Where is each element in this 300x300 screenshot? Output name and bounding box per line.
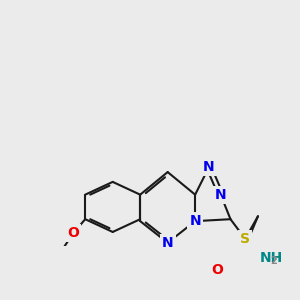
- Text: O: O: [211, 263, 223, 277]
- Text: O: O: [68, 226, 80, 240]
- Text: 2: 2: [271, 256, 277, 266]
- Text: S: S: [240, 232, 250, 246]
- Text: N: N: [215, 188, 226, 202]
- Text: NH: NH: [260, 251, 283, 266]
- Text: N: N: [162, 236, 173, 250]
- Text: N: N: [189, 214, 201, 228]
- Text: N: N: [203, 160, 215, 174]
